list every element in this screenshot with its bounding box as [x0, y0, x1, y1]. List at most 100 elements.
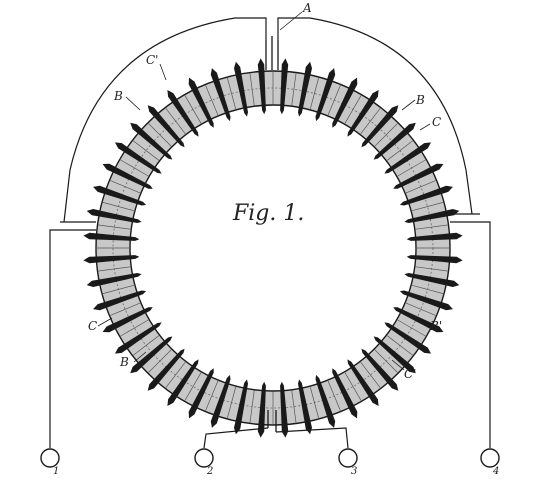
core-hatch-line	[227, 77, 237, 109]
core-hatch-line	[148, 349, 172, 373]
coil-winding	[347, 90, 379, 137]
core-hatch-line	[386, 335, 413, 356]
core-hatch-line	[327, 380, 341, 411]
coil-winding	[373, 336, 416, 374]
core-hatch-line	[412, 202, 444, 212]
core-hatch-line	[291, 73, 297, 106]
leader-b-upper-left	[125, 96, 141, 111]
coil-winding	[361, 105, 399, 148]
label-leaders	[97, 11, 431, 371]
terminal-2-label: 2	[206, 466, 213, 477]
label-b-upper-right: B	[415, 93, 425, 107]
core-hatch-line	[344, 95, 362, 124]
terminal-1-label: 1	[53, 466, 59, 477]
core-hatch-line	[249, 73, 255, 106]
coil-winding	[298, 379, 312, 435]
figure-title: Fig. 1.	[232, 201, 304, 226]
label-b-upper-left: B	[113, 89, 123, 103]
core-hatch-line	[205, 380, 219, 411]
core-hatch-line	[405, 180, 436, 194]
coil-winding	[234, 61, 248, 117]
coil-winding	[257, 58, 266, 115]
coil-winding	[210, 68, 231, 122]
coil-winding	[280, 58, 289, 115]
coil-winding	[393, 163, 444, 189]
coil-winding	[167, 90, 199, 137]
leader-b-upper-right	[401, 99, 416, 111]
core-hatch-line	[133, 140, 160, 161]
core-hatch-line	[397, 159, 426, 177]
coil-winding	[404, 209, 460, 223]
coil-winding	[373, 122, 416, 160]
leader-c1-lower-right	[391, 359, 405, 371]
leader-c1-upper-left	[159, 63, 167, 81]
terminal-2: 2	[194, 448, 214, 477]
core-hatch-line	[98, 224, 131, 230]
labels: A B C' B C C B B' C'	[88, 1, 442, 381]
core-hatch-line	[291, 390, 297, 423]
terminal-3: 3	[338, 448, 358, 477]
coil-winding	[210, 374, 231, 428]
coil-winding	[188, 368, 214, 419]
coil-winding	[234, 379, 248, 435]
core-hatch-line	[249, 390, 255, 423]
coil-winding	[399, 185, 453, 206]
coil-winding	[384, 322, 431, 354]
coil-winding	[298, 61, 312, 117]
coil-winding	[115, 142, 162, 174]
coil-winding	[86, 273, 142, 287]
label-a: A	[302, 1, 312, 15]
core-hatch-line	[120, 319, 149, 337]
core-hatch-line	[184, 95, 202, 124]
leader-b-lower-left	[133, 351, 147, 363]
coil-winding	[315, 68, 336, 122]
core-outer-edge	[95, 70, 451, 426]
wire-terminal-4	[482, 221, 491, 448]
coil-winding	[147, 105, 185, 148]
label-c1-upper-left: C'	[146, 53, 158, 67]
coil-winding	[102, 307, 153, 333]
core-hatch-line	[415, 266, 448, 272]
core-hatch-line	[386, 140, 413, 161]
coil-winding	[384, 142, 431, 174]
core-hatch-line	[148, 123, 172, 147]
terminal-4: 4	[480, 448, 500, 477]
core-hatch-line	[120, 159, 149, 177]
arc-wire-right	[277, 17, 473, 215]
core-hatch-line	[360, 361, 381, 388]
core-hatch-line	[360, 108, 381, 135]
terminal-4-label: 4	[492, 466, 499, 477]
coil-winding	[130, 336, 173, 374]
terminals: 1 2 3 4	[40, 448, 500, 477]
core-hatch-line	[327, 85, 341, 116]
label-b1-lower-right: B'	[429, 319, 442, 333]
coil-winding	[83, 255, 140, 264]
core-hatch-line	[110, 302, 141, 316]
core-hatch-line	[165, 361, 186, 388]
coil-winding	[332, 77, 358, 128]
coil-winding	[147, 348, 185, 391]
leader-b1-lower-right	[415, 317, 431, 325]
core-hatch-line	[412, 284, 444, 294]
terminal-1: 1	[40, 448, 60, 477]
core-hatch-line	[165, 108, 186, 135]
core-hatch-line	[397, 319, 426, 337]
coil-winding	[332, 368, 358, 419]
coil-winding	[393, 307, 444, 333]
core-hatch-line	[133, 335, 160, 356]
core-hatch-line	[309, 387, 319, 419]
core-hatch-line	[309, 77, 319, 109]
label-c1-lower-right: C'	[404, 367, 416, 381]
coil-winding	[102, 163, 153, 189]
coil-winding	[257, 381, 266, 438]
core-hatch-line	[102, 284, 134, 294]
coil-winding	[86, 209, 142, 223]
label-c-upper-right: C	[432, 115, 441, 129]
ring-taps	[58, 36, 482, 432]
leader-a	[279, 11, 303, 31]
wire-terminal-1	[49, 229, 58, 448]
wire-terminal-2	[203, 427, 269, 449]
core-hatch-line	[205, 85, 219, 116]
